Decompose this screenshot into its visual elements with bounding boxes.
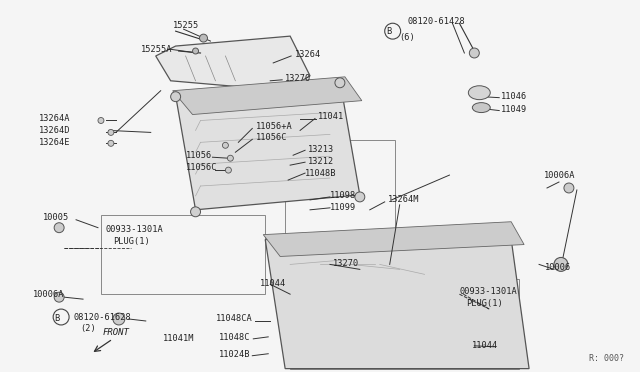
Bar — [285, 140, 395, 244]
Circle shape — [225, 167, 232, 173]
Circle shape — [200, 34, 207, 42]
Circle shape — [469, 48, 479, 58]
Text: 15255: 15255 — [173, 21, 199, 30]
Text: 11048C: 11048C — [218, 333, 250, 342]
Bar — [290, 279, 519, 369]
Circle shape — [335, 78, 345, 88]
Text: 11048B: 11048B — [305, 169, 337, 177]
Text: PLUG(1): PLUG(1) — [467, 299, 503, 308]
Text: 13264E: 13264E — [39, 138, 71, 147]
Text: 11046: 11046 — [501, 92, 527, 101]
Text: 13264D: 13264D — [39, 126, 71, 135]
Text: 11099: 11099 — [330, 203, 356, 212]
Ellipse shape — [472, 103, 490, 113]
Text: 11056: 11056 — [186, 151, 212, 160]
Text: 10006A: 10006A — [544, 171, 575, 180]
Ellipse shape — [468, 86, 490, 100]
Text: PLUG(1): PLUG(1) — [113, 237, 150, 246]
Text: 11041: 11041 — [318, 112, 344, 121]
Polygon shape — [173, 77, 362, 115]
Text: 13270: 13270 — [333, 259, 359, 268]
Text: 13264: 13264 — [295, 51, 321, 60]
Circle shape — [227, 155, 234, 161]
Circle shape — [193, 48, 198, 54]
Circle shape — [113, 313, 125, 325]
Text: 00933-1301A: 00933-1301A — [460, 287, 517, 296]
Text: 11044: 11044 — [472, 341, 499, 350]
Bar — [101, 215, 265, 294]
Text: 11056C: 11056C — [256, 133, 288, 142]
Text: 15255A: 15255A — [141, 45, 172, 54]
Text: 08120-61628: 08120-61628 — [73, 312, 131, 321]
Circle shape — [223, 142, 228, 148]
Polygon shape — [265, 225, 529, 369]
Circle shape — [108, 140, 114, 146]
Text: 11048CA: 11048CA — [216, 314, 252, 324]
Text: 13264M: 13264M — [388, 195, 419, 204]
Text: B: B — [54, 314, 60, 323]
Text: 10006A: 10006A — [33, 290, 65, 299]
Circle shape — [54, 223, 64, 232]
Circle shape — [564, 183, 574, 193]
Circle shape — [54, 292, 64, 302]
Circle shape — [355, 192, 365, 202]
Circle shape — [554, 257, 568, 271]
Circle shape — [98, 118, 104, 124]
Text: 08120-61428: 08120-61428 — [408, 17, 465, 26]
Polygon shape — [263, 222, 524, 256]
Text: R: 000?: R: 000? — [589, 354, 624, 363]
Text: (2): (2) — [80, 324, 96, 333]
Text: 11041M: 11041M — [163, 334, 194, 343]
Text: 11098: 11098 — [330, 192, 356, 201]
Text: 13212: 13212 — [308, 157, 334, 166]
Text: 13270: 13270 — [285, 74, 312, 83]
Text: 11024B: 11024B — [218, 350, 250, 359]
Text: 11049: 11049 — [501, 105, 527, 114]
Text: 10006: 10006 — [545, 263, 572, 272]
Text: 11056+A: 11056+A — [256, 122, 293, 131]
Text: 13264A: 13264A — [39, 114, 71, 123]
Text: 10005: 10005 — [44, 213, 70, 222]
Text: (6): (6) — [399, 33, 415, 42]
Text: FRONT: FRONT — [103, 328, 130, 337]
Text: 00933-1301A: 00933-1301A — [106, 225, 164, 234]
Polygon shape — [175, 81, 360, 210]
Circle shape — [191, 207, 200, 217]
Text: 11044: 11044 — [260, 279, 287, 288]
Polygon shape — [156, 36, 310, 91]
Circle shape — [171, 92, 180, 102]
Text: 13213: 13213 — [308, 145, 334, 154]
Text: 11056C: 11056C — [186, 163, 217, 171]
Text: B: B — [386, 27, 391, 36]
Circle shape — [108, 129, 114, 135]
